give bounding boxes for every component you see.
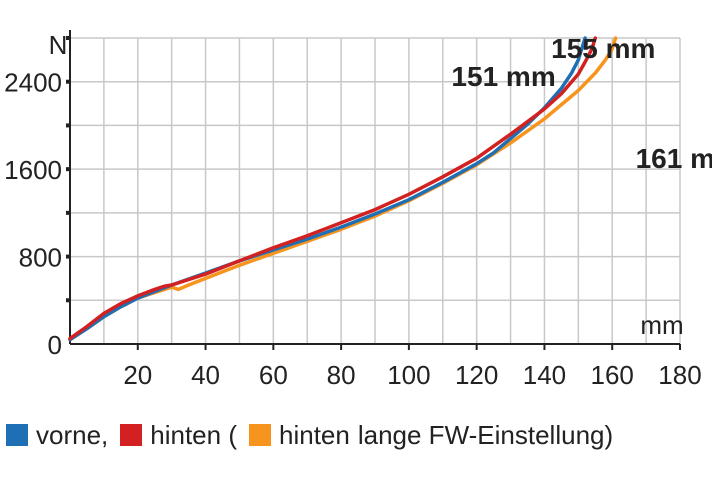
y-tick-label: 2400 bbox=[4, 68, 62, 98]
legend-label-hinten: hinten ( bbox=[150, 419, 237, 450]
x-tick-label: 160 bbox=[591, 360, 634, 390]
x-tick-label: 120 bbox=[455, 360, 498, 390]
y-axis-tick bbox=[66, 36, 71, 40]
y-axis-tick bbox=[66, 167, 71, 172]
series-line-0 bbox=[68, 36, 587, 342]
legend-label-vorne: vorne, bbox=[36, 419, 109, 450]
y-axis-tick bbox=[66, 210, 71, 215]
x-tick-label: 80 bbox=[327, 360, 356, 390]
annotation-label: 161 mm bbox=[636, 143, 712, 174]
y-axis-label: N bbox=[49, 30, 68, 60]
legend-label-hinten-lang: hinten bbox=[279, 419, 350, 450]
x-tick-label: 100 bbox=[387, 360, 430, 390]
y-axis-tick bbox=[66, 123, 71, 128]
y-axis-tick bbox=[66, 79, 71, 84]
legend-swatch-hinten bbox=[120, 424, 143, 446]
annotation-label: 155 mm bbox=[551, 33, 655, 64]
legend-swatch-vorne bbox=[6, 424, 28, 446]
x-tick-label: 180 bbox=[658, 360, 701, 390]
x-tick-label: 140 bbox=[523, 360, 566, 390]
x-tick-label: 60 bbox=[259, 360, 288, 390]
series-line-1 bbox=[68, 36, 598, 341]
legend-swatch-hinten-lang bbox=[249, 424, 271, 446]
y-tick-label: 800 bbox=[19, 243, 62, 273]
legend-label-setting: lange FW-Einstellung) bbox=[357, 419, 614, 450]
y-axis-tick bbox=[66, 298, 71, 303]
y-axis-tick bbox=[66, 254, 71, 259]
legend: vorne, hinten ( hinten lange FW-Einstell… bbox=[6, 418, 613, 452]
x-tick-label: 40 bbox=[191, 360, 220, 390]
force-travel-chart: 20 40 60 80 100 120 140 160 180 0 800 1600 2400 Nmm 15… bbox=[4, 30, 712, 390]
x-tick-label: 20 bbox=[123, 360, 152, 390]
y-tick-label: 1600 bbox=[4, 155, 62, 185]
annotation-label: 151 mm bbox=[451, 61, 555, 92]
y-tick-label: 0 bbox=[48, 330, 62, 360]
x-axis-label: mm bbox=[640, 310, 683, 340]
